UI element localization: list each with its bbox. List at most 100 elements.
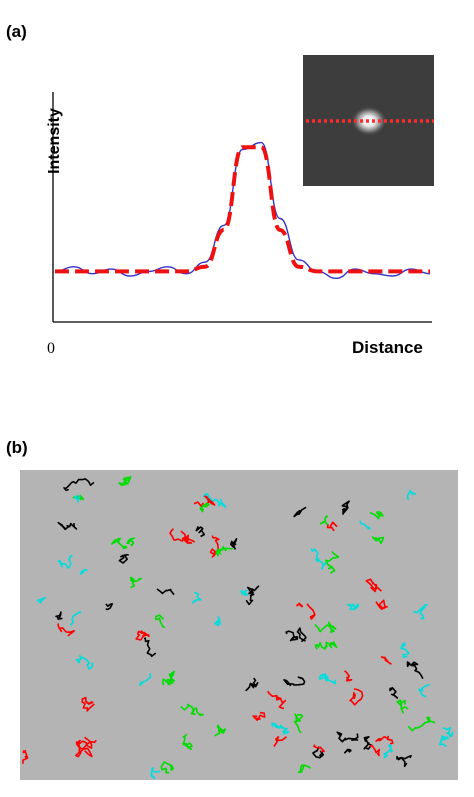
particle-trajectory: [313, 744, 325, 753]
trajectories-layer: [22, 475, 454, 779]
panel-b-label: (b): [6, 438, 28, 457]
particle-trajectory: [267, 690, 287, 710]
particle-trajectory: [310, 548, 327, 571]
particle-trajectory: [156, 588, 175, 596]
particle-trajectory: [191, 591, 202, 604]
particle-trajectory: [271, 722, 290, 735]
particle-trajectory: [160, 761, 174, 774]
particle-trajectory: [349, 688, 364, 706]
particle-trajectory: [214, 724, 226, 737]
x-axis-label: Distance: [352, 338, 423, 357]
particle-trajectory: [154, 614, 166, 629]
particle-trajectory: [215, 546, 233, 557]
particle-trajectory: [126, 537, 135, 547]
particle-trajectory: [118, 554, 129, 564]
particle-trajectory: [375, 735, 394, 745]
particle-trajectory: [319, 515, 329, 525]
particle-trajectory: [150, 767, 161, 779]
particle-trajectory: [341, 500, 350, 515]
particle-trajectory: [383, 744, 394, 759]
particle-trajectory: [344, 670, 353, 682]
series-layer: [54, 141, 431, 280]
particle-trajectory: [57, 623, 75, 637]
particle-trajectory: [365, 578, 382, 593]
particle-trajectory: [180, 703, 204, 717]
particle-trajectory: [135, 630, 150, 641]
particle-trajectory: [285, 630, 299, 642]
particle-trajectory: [296, 627, 307, 643]
particle-trajectory: [245, 677, 259, 692]
particle-trajectory: [22, 749, 29, 764]
particle-trajectory: [55, 611, 63, 620]
particle-trajectory: [63, 478, 95, 492]
particle-trajectory: [118, 475, 132, 486]
particle-trajectory: [252, 711, 266, 721]
particle-trajectory: [407, 716, 436, 732]
particle-trajectory: [400, 642, 410, 658]
x-origin-tick-label: 0: [47, 340, 55, 357]
particle-trajectory: [406, 661, 424, 679]
particle-trajectory: [380, 656, 392, 665]
tracks-background: [20, 470, 458, 780]
particle-trajectory: [297, 764, 312, 774]
particle-trajectory: [442, 726, 454, 738]
particle-trajectory: [74, 494, 81, 503]
particle-trajectory: [418, 683, 430, 698]
particle-trajectory: [214, 616, 222, 627]
particle-trajectory: [359, 520, 371, 530]
particle-trajectory: [306, 603, 316, 620]
particle-trajectory: [413, 604, 428, 620]
particle-trajectory: [193, 495, 216, 508]
particle-trajectory: [36, 596, 46, 604]
particle-trajectory: [375, 599, 388, 610]
particle-trajectory: [396, 754, 412, 768]
particle-image-inset: [303, 55, 434, 186]
particle-trajectory: [396, 699, 409, 714]
particle-trajectory: [326, 521, 338, 532]
particle-trajectory: [70, 611, 82, 626]
particle-trajectory: [312, 746, 325, 759]
particle-trajectory: [318, 673, 336, 685]
particle-trajectory: [105, 603, 114, 611]
particle-trajectory: [336, 731, 359, 743]
particle-trajectory: [81, 696, 95, 712]
particle-trajectory: [75, 736, 93, 750]
particle-trajectory: [130, 576, 142, 589]
gaussian-fit-line: [55, 145, 430, 274]
particle-trajectory: [325, 551, 340, 574]
particle-trajectory: [438, 735, 449, 748]
particle-trajectory: [343, 748, 352, 754]
particle-trajectory: [389, 686, 399, 699]
particle-trajectory: [143, 637, 157, 658]
particle-trajectory: [75, 655, 94, 670]
particle-trajectory: [314, 641, 338, 650]
particle-trajectory: [369, 744, 381, 757]
particle-trajectory: [245, 585, 260, 606]
particle-trajectory: [169, 528, 193, 544]
particle-trajectory: [371, 536, 385, 544]
particle-trajectory: [199, 502, 210, 513]
y-axis-label: Intensity: [45, 108, 63, 174]
particle-trajectory: [283, 676, 306, 687]
particle-trajectory: [57, 554, 73, 569]
particle-trajectory: [79, 568, 88, 575]
particle-trajectory: [195, 526, 205, 538]
particle-trajectory: [296, 602, 304, 608]
particle-trajectory: [138, 673, 152, 686]
particle-trajectory: [314, 621, 337, 634]
particle-trajectory: [273, 736, 287, 747]
particle-trajectory: [293, 713, 304, 734]
particle-trajectory: [57, 521, 78, 531]
particle-trajectory: [346, 603, 360, 611]
particle-trajectory: [111, 537, 128, 550]
particle-trajectory: [240, 589, 249, 597]
particle-trajectory: [230, 538, 238, 550]
particle-trajectory: [75, 739, 97, 758]
particle-trajectory: [406, 489, 417, 501]
particle-trajectory: [293, 506, 307, 518]
particle-trajectory: [182, 733, 193, 750]
particle-trajectory: [168, 670, 176, 682]
particle-tracks-image: [20, 470, 458, 780]
intensity-profile-chart: [52, 92, 432, 323]
panel-a-label: (a): [6, 22, 27, 41]
